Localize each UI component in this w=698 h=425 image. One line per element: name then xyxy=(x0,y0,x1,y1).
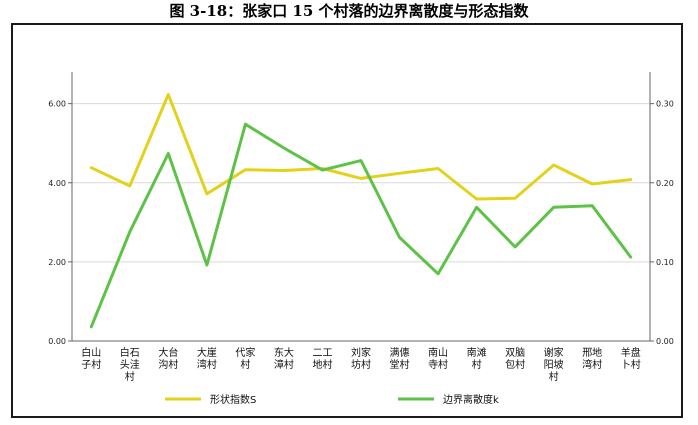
legend-label: 形状指数S xyxy=(210,393,256,406)
legend: 形状指数S 边界离散度k xyxy=(165,393,499,406)
y-left-tick-label: 4.00 xyxy=(48,179,66,188)
x-category-label-line: 寺村 xyxy=(428,358,448,371)
x-category-label-line: 谢家 xyxy=(544,346,564,359)
x-category-label-line: 刘家 xyxy=(351,346,371,359)
axis-ticks: 0.00 2.00 4.00 6.00 0.00 0.10 0.20 0.30 xyxy=(48,100,674,346)
x-category-label: 白山子村 xyxy=(81,346,101,371)
x-category-label: 南山寺村 xyxy=(428,346,448,371)
x-category-label-line: 卜村 xyxy=(621,358,641,371)
x-category-label-line: 南山 xyxy=(428,346,448,359)
y-left-tick-label: 0.00 xyxy=(48,337,66,346)
x-category-label-line: 头洼 xyxy=(120,358,140,371)
x-category-label: 代家村 xyxy=(235,346,255,371)
y-right-tick-label: 0.00 xyxy=(656,337,674,346)
y-left-tick-label: 2.00 xyxy=(48,258,66,267)
x-category-label: 二工地村 xyxy=(312,348,332,371)
x-category-label: 大崖湾村 xyxy=(197,346,217,371)
x-category-label-line: 子村 xyxy=(81,358,101,371)
x-category-label-line: 村 xyxy=(472,358,482,371)
x-category-label-line: 羊盘 xyxy=(621,346,641,359)
x-category-label-line: 堂村 xyxy=(390,358,410,371)
x-category-label-line: 地村 xyxy=(312,358,332,371)
x-category-label-line: 村 xyxy=(125,370,135,383)
y-right-tick-label: 0.10 xyxy=(656,258,674,267)
x-category-label-line: 村 xyxy=(240,358,250,371)
x-category-label-line: 漳村 xyxy=(274,358,294,371)
grid-lines xyxy=(72,103,650,263)
y-left-tick-label: 6.00 xyxy=(48,100,66,109)
x-category-label-line: 湾村 xyxy=(582,358,602,371)
x-category-label: 白石头洼村 xyxy=(120,346,140,383)
x-category-label-line: 双脑 xyxy=(505,346,525,359)
x-category-label-line: 白山 xyxy=(81,346,101,359)
x-category-label-line: 沟村 xyxy=(158,358,178,371)
x-category-label-line: 大崖 xyxy=(197,346,217,359)
y-right-tick-label: 0.20 xyxy=(656,179,674,188)
x-category-label: 东大漳村 xyxy=(274,346,294,371)
x-category-label: 刘家坊村 xyxy=(351,346,371,371)
x-category-label-line: 邢地 xyxy=(582,346,602,359)
x-category-label-line: 代家 xyxy=(235,346,255,359)
x-category-label-line: 阳坡 xyxy=(544,358,564,371)
x-category-label-line: 坊村 xyxy=(351,358,371,371)
data-series xyxy=(89,93,633,329)
y-right-tick-label: 0.30 xyxy=(656,100,674,109)
x-category-label-line: 村 xyxy=(549,370,559,383)
category-labels: 白山子村白石头洼村大台沟村大崖湾村代家村东大漳村二工地村刘家坊村满僡堂村南山寺村… xyxy=(81,346,640,383)
x-category-label-line: 二工 xyxy=(312,348,332,359)
x-category-label-line: 湾村 xyxy=(197,358,217,371)
series-line-shape-index xyxy=(89,93,633,201)
x-category-label: 邢地湾村 xyxy=(582,346,602,371)
x-category-label-line: 包村 xyxy=(505,358,525,371)
axes xyxy=(71,72,651,342)
x-category-label-line: 白石 xyxy=(120,346,140,359)
x-category-label: 双脑包村 xyxy=(505,346,525,371)
x-category-label-line: 大台 xyxy=(158,346,178,359)
x-category-label: 谢家阳坡村 xyxy=(544,346,564,383)
series-line-boundary-dispersion xyxy=(89,122,633,329)
x-category-label-line: 满僡 xyxy=(390,346,410,359)
figure-title: 图 3-18：张家口 15 个村落的边界离散度与形态指数 xyxy=(169,2,529,20)
x-category-label: 羊盘卜村 xyxy=(621,346,641,371)
x-category-label: 满僡堂村 xyxy=(390,346,410,371)
chart-frame xyxy=(11,23,683,418)
x-category-label-line: 东大 xyxy=(274,346,294,359)
legend-label: 边界离散度k xyxy=(443,393,499,406)
x-category-label: 南滩村 xyxy=(467,346,487,371)
x-category-label-line: 南滩 xyxy=(467,346,487,359)
x-category-label: 大台沟村 xyxy=(158,346,178,371)
